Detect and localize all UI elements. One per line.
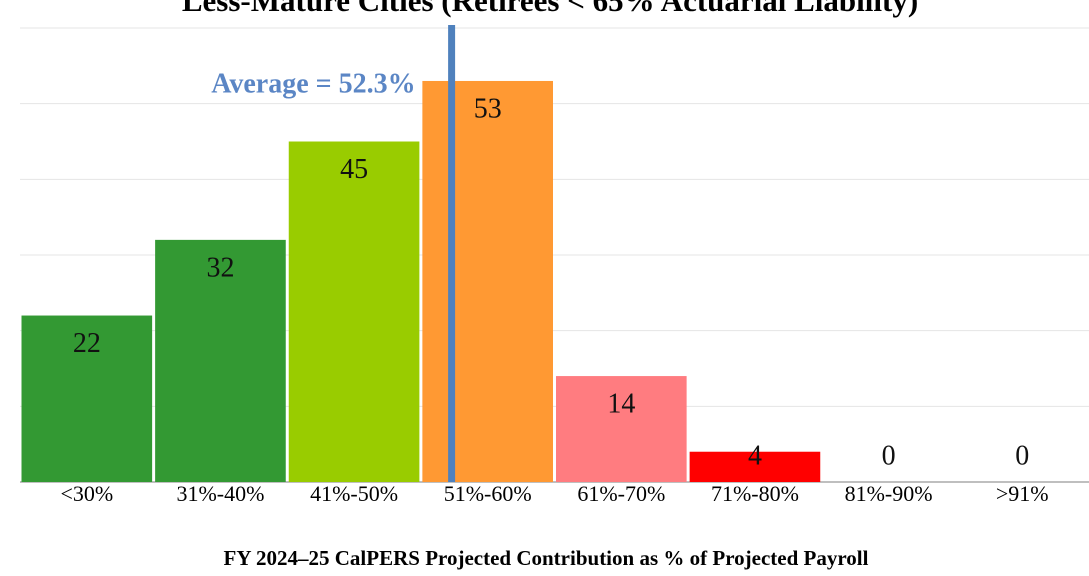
value-label: 45 [340, 154, 368, 185]
value-label: 32 [206, 252, 234, 283]
x-tick-label: 61%-70% [577, 481, 665, 506]
bar [21, 315, 153, 482]
x-tick-label: 81%-90% [845, 481, 933, 506]
value-label: 22 [73, 328, 101, 359]
bar [556, 376, 687, 482]
x-tick-label: 41%-50% [310, 481, 398, 506]
value-label: 14 [607, 388, 635, 419]
value-label: 0 [1015, 440, 1029, 471]
value-label: 4 [748, 440, 762, 471]
x-tick-label: 31%-40% [176, 481, 264, 506]
x-axis-label: FY 2024–25 CalPERS Projected Contributio… [224, 546, 869, 570]
x-tick-label: >91% [996, 481, 1049, 506]
x-tick-label: 51%-60% [444, 481, 532, 506]
bar [689, 451, 821, 482]
x-tick-label: 71%-80% [711, 481, 799, 506]
bar [422, 80, 553, 482]
x-tick-label: <30% [60, 481, 113, 506]
bar [288, 141, 420, 482]
bar [155, 239, 286, 482]
average-label: Average = 52.3% [211, 68, 415, 99]
chart-title: Less-Mature Cities (Retirees < 65% Actua… [182, 0, 918, 18]
value-label: 0 [882, 440, 896, 471]
value-label: 53 [474, 93, 502, 124]
